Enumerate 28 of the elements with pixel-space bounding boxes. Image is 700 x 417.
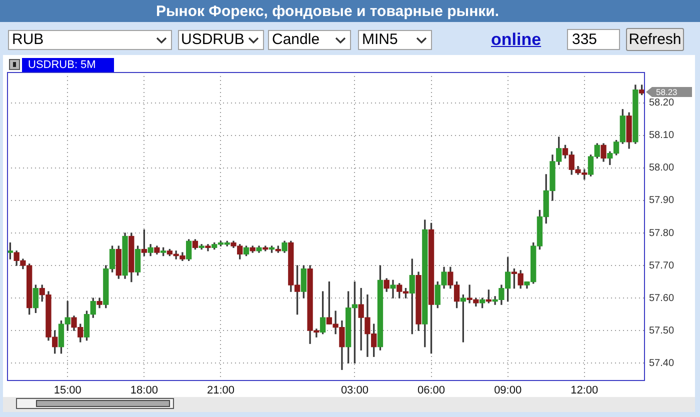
chart-title: Рынок Форекс, фондовые и товарные рынки. (154, 3, 500, 20)
dropdown[interactable]: RUB (8, 30, 172, 50)
chart-subtitle: USDRUB: 5M (22, 58, 114, 72)
text-field[interactable]: 335 (567, 29, 620, 50)
price-tag: 58.23 (646, 87, 692, 97)
candlestick (390, 280, 396, 298)
y-tick-label: 58.00 (649, 162, 674, 174)
x-tick-label: 03:00 (340, 384, 368, 397)
x-tick-label: 21:00 (206, 384, 234, 397)
y-tick-label: 57.40 (649, 358, 674, 369)
x-tick-label: 18:00 (130, 384, 158, 397)
y-tick-label: 57.60 (649, 292, 674, 304)
x-tick-label: 15:00 (54, 384, 82, 397)
y-tick-label: 57.90 (649, 195, 674, 206)
dropdown[interactable]: USDRUB (178, 30, 264, 50)
x-tick-label: 12:00 (570, 384, 598, 397)
y-tick-label: 58.10 (649, 130, 674, 142)
y-tick-label: 57.70 (649, 260, 674, 272)
dropdown[interactable]: Candle (268, 30, 351, 50)
x-tick-label: 09:00 (494, 384, 522, 397)
x-tick-label: 06:00 (418, 384, 446, 397)
scrollbar[interactable] (16, 398, 174, 409)
dropdown[interactable]: MIN5 (358, 30, 432, 50)
link[interactable]: online (491, 30, 542, 50)
refresh-button[interactable]: Refresh (626, 28, 684, 51)
y-tick-label: 57.50 (649, 325, 674, 336)
y-tick-label: 57.80 (649, 228, 674, 239)
y-tick-label: 58.20 (649, 98, 674, 109)
